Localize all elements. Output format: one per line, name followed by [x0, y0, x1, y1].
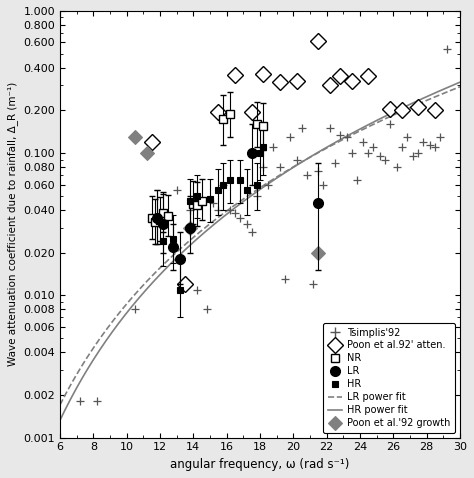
- Poon et al.92' atten.: [294, 78, 300, 84]
- Poon et al.'92 growth: [187, 225, 193, 230]
- Tsimplis'92: [216, 207, 221, 213]
- Tsimplis'92: [77, 399, 83, 404]
- LR power fit: [295, 161, 301, 167]
- Tsimplis'92: [404, 134, 410, 140]
- Poon et al.92' atten.: [232, 72, 238, 78]
- Tsimplis'92: [382, 157, 388, 163]
- Legend: Tsimplis'92, Poon et al.92' atten., NR, LR, HR, LR power fit, HR power fit, Poon: Tsimplis'92, Poon et al.92' atten., NR, …: [323, 323, 455, 433]
- Tsimplis'92: [210, 200, 216, 206]
- Y-axis label: Wave attenuation coefficient due to rainfall, Δ_R (m⁻¹): Wave attenuation coefficient due to rain…: [7, 82, 18, 367]
- LR power fit: [273, 174, 279, 180]
- Poon et al.92' atten.: [277, 79, 283, 85]
- Poon et al.92' atten.: [365, 73, 371, 79]
- Tsimplis'92: [420, 139, 426, 145]
- Tsimplis'92: [249, 229, 255, 235]
- Tsimplis'92: [287, 134, 293, 140]
- Tsimplis'92: [416, 150, 421, 156]
- LR power fit: [457, 84, 463, 89]
- Poon et al.'92 growth: [316, 250, 321, 255]
- HR power fit: [247, 194, 253, 199]
- Tsimplis'92: [337, 132, 343, 138]
- Tsimplis'92: [361, 139, 366, 145]
- Line: Poon et al.92' atten.: Poon et al.92' atten.: [146, 36, 441, 290]
- Tsimplis'92: [271, 144, 276, 150]
- Poon et al.92' atten.: [327, 82, 333, 88]
- LR power fit: [247, 192, 253, 197]
- Tsimplis'92: [354, 177, 360, 183]
- Poon et al.92' atten.: [337, 73, 343, 79]
- Tsimplis'92: [277, 164, 283, 170]
- Tsimplis'92: [344, 134, 349, 140]
- Tsimplis'92: [327, 125, 333, 131]
- Tsimplis'92: [304, 173, 310, 178]
- Tsimplis'92: [220, 182, 226, 187]
- LR power fit: [57, 402, 63, 408]
- Tsimplis'92: [132, 306, 138, 312]
- X-axis label: angular frequency, ω (rad s⁻¹): angular frequency, ω (rad s⁻¹): [170, 458, 350, 471]
- LR power fit: [447, 87, 453, 93]
- Poon et al.92' atten.: [399, 108, 405, 113]
- Tsimplis'92: [371, 144, 376, 150]
- HR power fit: [295, 162, 301, 167]
- Tsimplis'92: [310, 281, 316, 287]
- Tsimplis'92: [194, 287, 200, 293]
- Tsimplis'92: [187, 207, 193, 213]
- Poon et al.92' atten.: [349, 78, 355, 84]
- Tsimplis'92: [332, 160, 338, 166]
- Tsimplis'92: [261, 164, 266, 170]
- Tsimplis'92: [394, 164, 400, 170]
- Poon et al.92' atten.: [316, 39, 321, 44]
- Tsimplis'92: [377, 153, 383, 159]
- Poon et al.'92 growth: [132, 134, 138, 140]
- Tsimplis'92: [427, 141, 433, 147]
- Poon et al.92' atten.: [261, 71, 266, 77]
- Tsimplis'92: [265, 182, 271, 187]
- Tsimplis'92: [237, 215, 243, 221]
- Poon et al.'92 growth: [144, 150, 149, 156]
- HR power fit: [57, 417, 63, 423]
- Tsimplis'92: [94, 399, 100, 404]
- Line: Poon et al.'92 growth: Poon et al.'92 growth: [130, 132, 323, 258]
- Line: Tsimplis'92: Tsimplis'92: [76, 45, 451, 405]
- Poon et al.92' atten.: [249, 109, 255, 115]
- Tsimplis'92: [432, 144, 438, 150]
- Tsimplis'92: [282, 276, 288, 282]
- Tsimplis'92: [204, 306, 210, 312]
- Tsimplis'92: [254, 193, 260, 199]
- LR power fit: [385, 115, 391, 120]
- Poon et al.92' atten.: [182, 281, 188, 287]
- HR power fit: [447, 83, 453, 89]
- Poon et al.92' atten.: [416, 105, 421, 110]
- Tsimplis'92: [349, 150, 355, 156]
- HR power fit: [250, 192, 255, 198]
- Tsimplis'92: [227, 207, 233, 213]
- Tsimplis'92: [316, 168, 321, 174]
- Tsimplis'92: [294, 157, 300, 163]
- Tsimplis'92: [299, 125, 305, 131]
- Poon et al.92' atten.: [149, 139, 155, 145]
- Line: HR power fit: HR power fit: [60, 82, 460, 420]
- Tsimplis'92: [174, 187, 180, 193]
- HR power fit: [273, 175, 279, 181]
- Tsimplis'92: [320, 182, 326, 187]
- Poon et al.92' atten.: [216, 109, 221, 115]
- Tsimplis'92: [437, 134, 443, 140]
- HR power fit: [457, 79, 463, 85]
- Tsimplis'92: [387, 121, 393, 127]
- Poon et al.92' atten.: [387, 106, 393, 112]
- Tsimplis'92: [244, 221, 249, 227]
- Tsimplis'92: [444, 46, 449, 52]
- HR power fit: [385, 112, 391, 118]
- Tsimplis'92: [410, 153, 416, 159]
- Tsimplis'92: [399, 144, 405, 150]
- Line: LR power fit: LR power fit: [60, 87, 460, 405]
- Tsimplis'92: [365, 150, 371, 156]
- Tsimplis'92: [232, 210, 238, 216]
- LR power fit: [250, 190, 255, 196]
- Poon et al.92' atten.: [432, 108, 438, 113]
